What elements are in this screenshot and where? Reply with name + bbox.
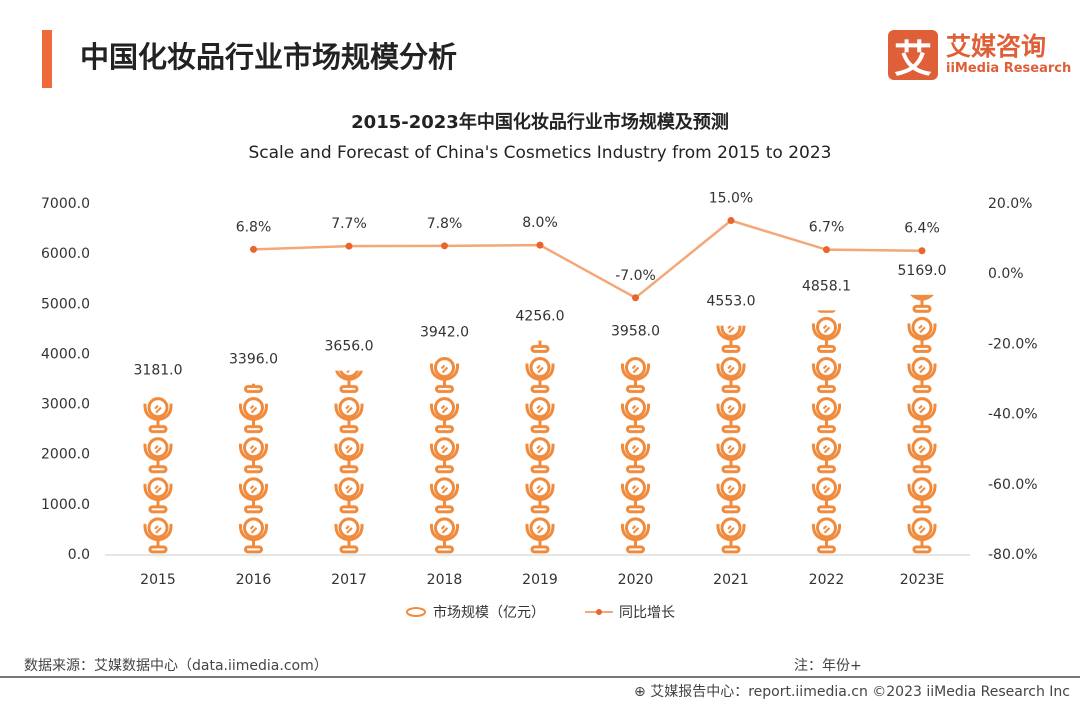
pictogram-bar (136, 394, 180, 554)
left-tick-label: 0.0 (68, 547, 90, 563)
growth-point (250, 245, 257, 253)
bar-value-label: 3396.0 (229, 352, 278, 368)
pictogram-bar (613, 355, 658, 554)
right-tick-label: -20.0% (988, 336, 1038, 352)
line-legend-icon (585, 609, 613, 615)
growth-point (918, 247, 926, 255)
growth-point (345, 242, 353, 250)
x-tick-label: 2018 (427, 572, 463, 588)
growth-point (823, 246, 830, 254)
footer-divider (0, 676, 1080, 678)
right-tick-label: -60.0% (988, 477, 1038, 493)
growth-value-label: 6.4% (904, 221, 940, 237)
bar-fill (900, 294, 944, 554)
bar-fill (327, 370, 371, 554)
growth-line (253, 219, 923, 300)
legend: 市场规模（亿元） 同比增长 (0, 602, 1080, 622)
left-tick-label: 6000.0 (41, 246, 90, 262)
right-tick-label: 20.0% (988, 196, 1032, 212)
left-tick-label: 3000.0 (41, 397, 90, 413)
bar-fill (136, 394, 180, 554)
x-tick-label: 2021 (713, 572, 749, 588)
growth-point (632, 294, 639, 302)
legend-item-growth: 同比增长 (585, 602, 675, 622)
bar-value-label: 3181.0 (134, 362, 183, 378)
bar-fill (804, 310, 849, 554)
page-title: 中国化妆品行业市场规模分析 (80, 40, 458, 74)
growth-value-label: 15.0% (709, 191, 753, 207)
globe-icon: ⊕ (634, 684, 651, 700)
bar-value-label: 3942.0 (420, 324, 469, 340)
bar-value-label: 3958.0 (611, 324, 660, 340)
footer-note: 注：年份+ (794, 658, 862, 674)
right-tick-label: -80.0% (988, 547, 1038, 563)
pictogram-bar (231, 383, 276, 554)
legend-label: 市场规模（亿元） (433, 605, 545, 621)
bar-value-label: 3656.0 (325, 339, 374, 355)
growth-value-label: -7.0% (615, 268, 656, 284)
pictogram-bar (327, 370, 371, 554)
data-source: 数据来源：艾媒数据中心（data.iimedia.com） (24, 658, 328, 674)
x-tick-label: 2020 (618, 572, 654, 588)
x-tick-label: 2017 (331, 572, 367, 588)
growth-point (536, 241, 544, 249)
bar-fill (231, 383, 276, 554)
growth-value-label: 7.7% (331, 216, 367, 232)
logo-en: iiMedia Research (946, 61, 1072, 76)
growth-value-label: 7.8% (427, 216, 463, 232)
chart-subtitle: Scale and Forecast of China's Cosmetics … (248, 143, 832, 163)
growth-point (441, 242, 448, 250)
x-tick-label: 2015 (140, 572, 176, 588)
x-tick-label: 2019 (522, 572, 558, 588)
bar-fill (422, 356, 467, 554)
bar-value-label: 5169.0 (898, 263, 947, 279)
pictogram-bar (900, 294, 944, 554)
growth-value-label: 8.0% (522, 215, 558, 231)
legend-label: 同比增长 (619, 605, 675, 621)
bar-fill (709, 325, 753, 554)
pictogram-bar (422, 356, 467, 554)
right-tick-label: 0.0% (988, 266, 1024, 282)
bar-fill (518, 340, 562, 554)
legend-item-market-size: 市场规模（亿元） (405, 602, 545, 622)
bar-fill (613, 355, 658, 554)
iimedia-logo: 艾 艾媒咨询 iiMedia Research (888, 30, 1072, 81)
bar-value-label: 4858.1 (802, 278, 851, 294)
x-tick-label: 2016 (236, 572, 272, 588)
report-link: ⊕ 艾媒报告中心：report.iimedia.cn ©2023 iiMedia… (634, 684, 1070, 700)
left-tick-label: 7000.0 (41, 196, 90, 212)
left-tick-label: 5000.0 (41, 296, 90, 312)
pictogram-bar (804, 310, 849, 554)
left-tick-label: 4000.0 (41, 346, 90, 362)
x-tick-label: 2023E (900, 572, 944, 588)
title-accent-bar (42, 30, 52, 88)
growth-value-label: 6.7% (809, 220, 845, 236)
right-tick-label: -40.0% (988, 407, 1038, 423)
mirror-legend-icon (406, 607, 426, 617)
bar-value-label: 4553.0 (707, 294, 756, 310)
x-tick-label: 2022 (809, 572, 845, 588)
left-tick-label: 2000.0 (41, 447, 90, 463)
pictogram-bar (709, 325, 753, 554)
logo-icon: 艾 (888, 30, 938, 81)
left-tick-label: 1000.0 (41, 497, 90, 513)
pictogram-bar (518, 340, 562, 554)
growth-value-label: 6.8% (236, 219, 272, 235)
growth-point (727, 217, 735, 225)
logo-cn: 艾媒咨询 (946, 32, 1047, 61)
chart-title: 2015-2023年中国化妆品行业市场规模及预测 (351, 112, 729, 133)
bar-value-label: 4256.0 (516, 309, 565, 325)
